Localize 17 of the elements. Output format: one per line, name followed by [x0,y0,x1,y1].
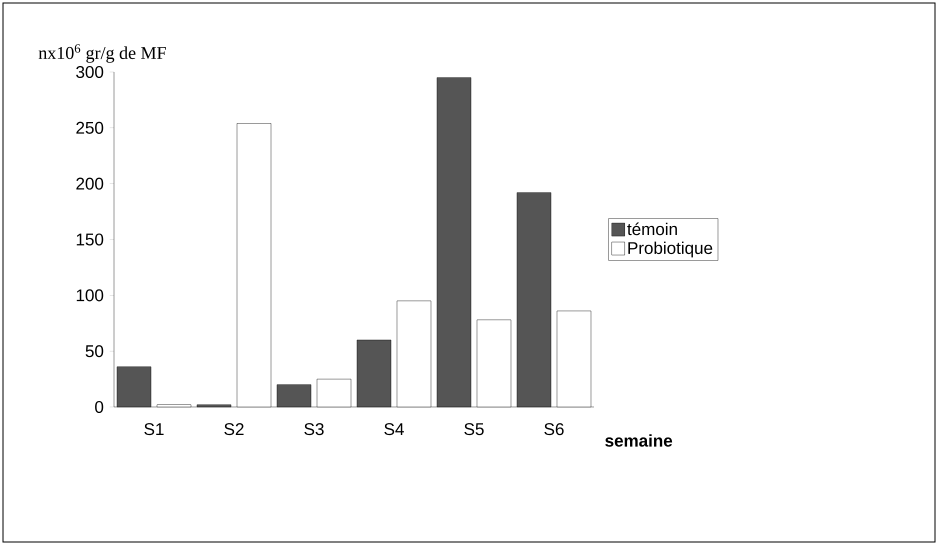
legend-label: Probiotique [628,242,712,258]
y-tick-label: 200 [76,178,104,190]
y-tick-label: 150 [76,233,104,246]
legend-label: témoin [627,222,677,236]
y-tick-label: 100 [76,289,104,302]
x-tick-label: S6 [544,423,564,436]
y-tick-label: 250 [76,122,104,134]
x-tick-label: S4 [384,423,404,436]
x-tick-label: S2 [224,423,244,436]
y-tick-label: 50 [86,345,104,358]
x-tick-label: S5 [464,423,484,436]
y-tick-label: 0 [95,400,104,414]
x-tick-label: S3 [304,423,324,436]
x-axis-title: semaine [605,434,672,447]
x-tick-label: S1 [144,423,164,436]
y-axis-title: nx10$^{6}$ gr/g de MF [38,44,166,63]
y-tick-label: 300 [76,66,104,78]
